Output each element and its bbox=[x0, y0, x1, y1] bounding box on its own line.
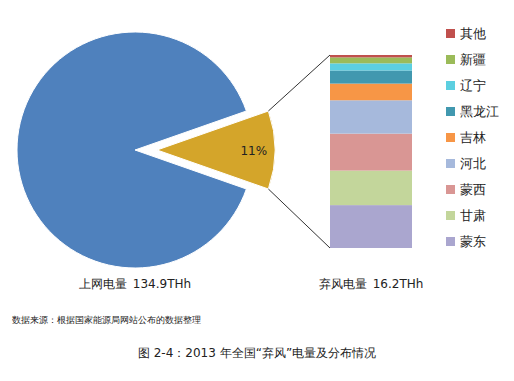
bar-segment bbox=[330, 134, 412, 171]
bar-segment bbox=[330, 70, 412, 83]
stacked-bar bbox=[330, 55, 412, 248]
legend-label: 黑龙江 bbox=[460, 104, 499, 119]
legend-swatch bbox=[446, 133, 455, 142]
bar-segment bbox=[330, 57, 412, 63]
legend-label: 甘肃 bbox=[460, 208, 486, 223]
legend-swatch bbox=[446, 211, 455, 220]
slice-annotation: 11% bbox=[240, 144, 267, 158]
legend-swatch bbox=[446, 55, 455, 64]
legend-label: 新疆 bbox=[460, 52, 486, 67]
legend-label: 蒙东 bbox=[460, 234, 486, 249]
bar-segment bbox=[330, 100, 412, 133]
chart: 11% 其他新疆辽宁黑龙江吉林河北蒙西甘肃蒙东上网电量 134.9THh 弃风电量 16… bbox=[0, 0, 514, 381]
legend-swatch bbox=[446, 237, 455, 246]
category-label: 上网电量 134.9THh bbox=[79, 277, 191, 291]
title: 图 2-4：2013 年全国“弃风”电量及分布情况 bbox=[138, 346, 376, 360]
pie bbox=[17, 32, 275, 268]
bar-segment bbox=[330, 171, 412, 206]
category-value: 134.9THh bbox=[133, 277, 191, 291]
pie-slice bbox=[157, 111, 275, 189]
legend-swatch bbox=[446, 159, 455, 168]
legend-swatch bbox=[446, 107, 455, 116]
legend: 其他新疆辽宁黑龙江吉林河北蒙西甘肃蒙东 bbox=[446, 26, 499, 249]
connector bbox=[268, 55, 330, 111]
category-name: 弃风电量 bbox=[319, 277, 367, 291]
legend-swatch bbox=[446, 185, 455, 194]
bar-segment bbox=[330, 63, 412, 70]
bar-segment bbox=[330, 55, 412, 57]
legend-label: 吉林 bbox=[460, 130, 486, 145]
legend-swatch bbox=[446, 81, 455, 90]
category-name: 上网电量 bbox=[79, 277, 127, 291]
legend-swatch bbox=[446, 29, 455, 38]
category-label: 弃风电量 16.2THh bbox=[319, 277, 424, 291]
legend-label: 其他 bbox=[460, 26, 486, 41]
bar-segment bbox=[330, 84, 412, 101]
category-value: 16.2THh bbox=[373, 277, 424, 291]
legend-label: 蒙西 bbox=[460, 182, 486, 197]
legend-label: 辽宁 bbox=[460, 78, 486, 93]
legend-label: 河北 bbox=[460, 156, 486, 171]
bar-segment bbox=[330, 205, 412, 248]
connector bbox=[268, 189, 330, 248]
source: 数据来源：根据国家能源局网站公布的数据整理 bbox=[12, 315, 201, 325]
